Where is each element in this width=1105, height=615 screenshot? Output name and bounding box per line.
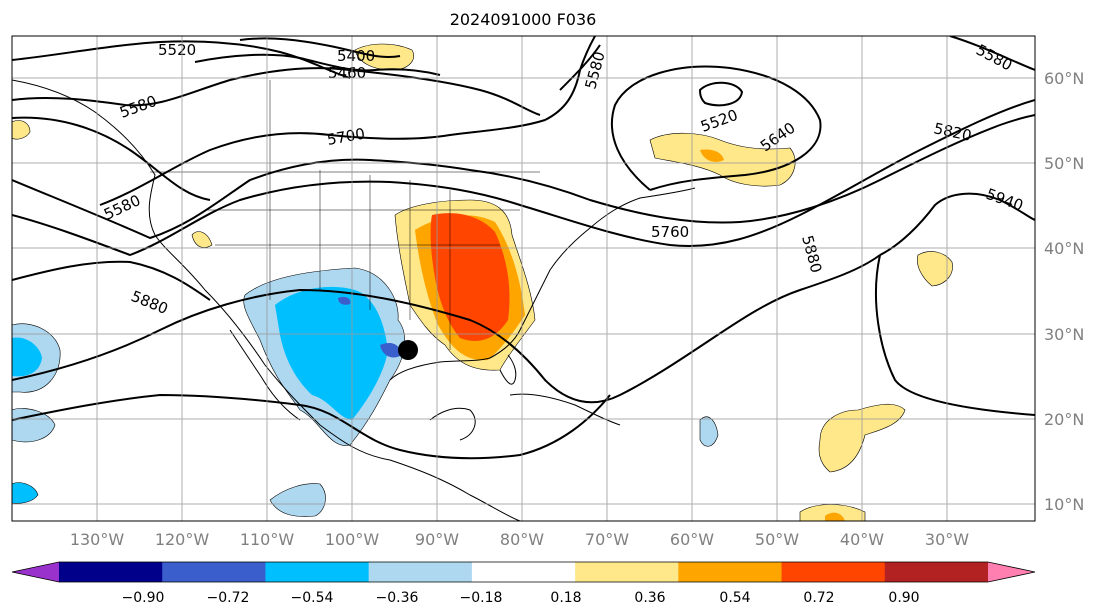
positive-anomaly-atlantic [917, 251, 953, 287]
lat-label: 40°N [1044, 239, 1084, 258]
lat-label: 50°N [1044, 154, 1084, 173]
colorbar-extend-max [988, 562, 1035, 582]
longitude-labels: 130°W 120°W 110°W 100°W 90°W 80°W 70°W 6… [70, 530, 969, 549]
storm-marker-icon [398, 340, 418, 360]
negative-anomaly-west-core [12, 337, 42, 377]
colorbar-tick-label: −0.18 [460, 590, 503, 606]
colorbar-ticks: −0.90 −0.72 −0.54 −0.36 −0.18 0.18 0.36 … [122, 590, 920, 606]
colorbar-segment [471, 562, 576, 582]
colorbar-tick-label: 0.18 [550, 590, 581, 606]
negative-anomaly-strong [380, 343, 401, 358]
gridlines [12, 36, 1035, 521]
colorbar-segment [575, 562, 679, 582]
colorbar-segment [781, 562, 886, 582]
colorbar-outline [11, 561, 1036, 583]
colorbar-tick-label: 0.36 [634, 590, 665, 606]
colorbar-tick-label: −0.36 [376, 590, 419, 606]
lon-label: 80°W [500, 530, 544, 549]
negative-anomaly-caribbean [699, 416, 719, 447]
colorbar-tick-label: −0.54 [291, 590, 334, 606]
lon-label: 40°W [840, 530, 884, 549]
colorbar-segment [884, 562, 989, 582]
lon-label: 110°W [240, 530, 295, 549]
colorbar-tick-label: 0.90 [888, 590, 919, 606]
lon-label: 60°W [670, 530, 714, 549]
positive-anomaly-south-atlantic-core [825, 512, 845, 521]
lon-label: 120°W [155, 530, 210, 549]
contour-label: 5400 [337, 47, 375, 65]
lat-label: 60°N [1044, 69, 1084, 88]
lat-label: 30°N [1044, 325, 1084, 344]
negative-anomaly-core [275, 286, 388, 420]
lat-label: 20°N [1044, 410, 1084, 429]
positive-anomaly-labrador-core [700, 149, 724, 162]
colorbar-extend-min [12, 562, 59, 582]
map-frame [11, 35, 1036, 522]
lon-label: 100°W [325, 530, 380, 549]
height-contours [12, 36, 1035, 460]
negative-anomaly-pacific-south [12, 482, 39, 504]
negative-anomaly-strong [338, 296, 351, 305]
lon-label: 50°W [755, 530, 799, 549]
coastlines [12, 79, 696, 521]
lat-label: 10°N [1044, 495, 1084, 514]
colorbar-segment [678, 562, 783, 582]
contour-label: 5520 [158, 41, 196, 59]
colorbar-segment [162, 562, 266, 582]
lon-label: 30°W [925, 530, 969, 549]
colorbar-segment [59, 562, 163, 582]
lon-label: 90°W [415, 530, 459, 549]
positive-anomaly-nw [12, 120, 31, 140]
contour-label: 5760 [651, 223, 689, 241]
colorbar-tick-label: −0.72 [207, 590, 250, 606]
contour-label: 5460 [328, 64, 366, 82]
lon-label: 130°W [70, 530, 125, 549]
colorbar-segment [368, 562, 473, 582]
map-title: 2024091000 F036 [449, 10, 597, 29]
lon-label: 70°W [585, 530, 629, 549]
latitude-labels: 60°N 50°N 40°N 30°N 20°N 10°N [1044, 69, 1084, 514]
negative-anomaly-mexico [269, 483, 326, 517]
colorbar-tick-label: 0.54 [719, 590, 750, 606]
positive-anomaly-rockies [191, 231, 213, 248]
state-borders [150, 80, 540, 350]
colorbar-tick-label: 0.72 [803, 590, 834, 606]
colorbar [11, 561, 1036, 583]
colorbar-tick-label: −0.90 [122, 590, 165, 606]
colorbar-segment [265, 562, 370, 582]
